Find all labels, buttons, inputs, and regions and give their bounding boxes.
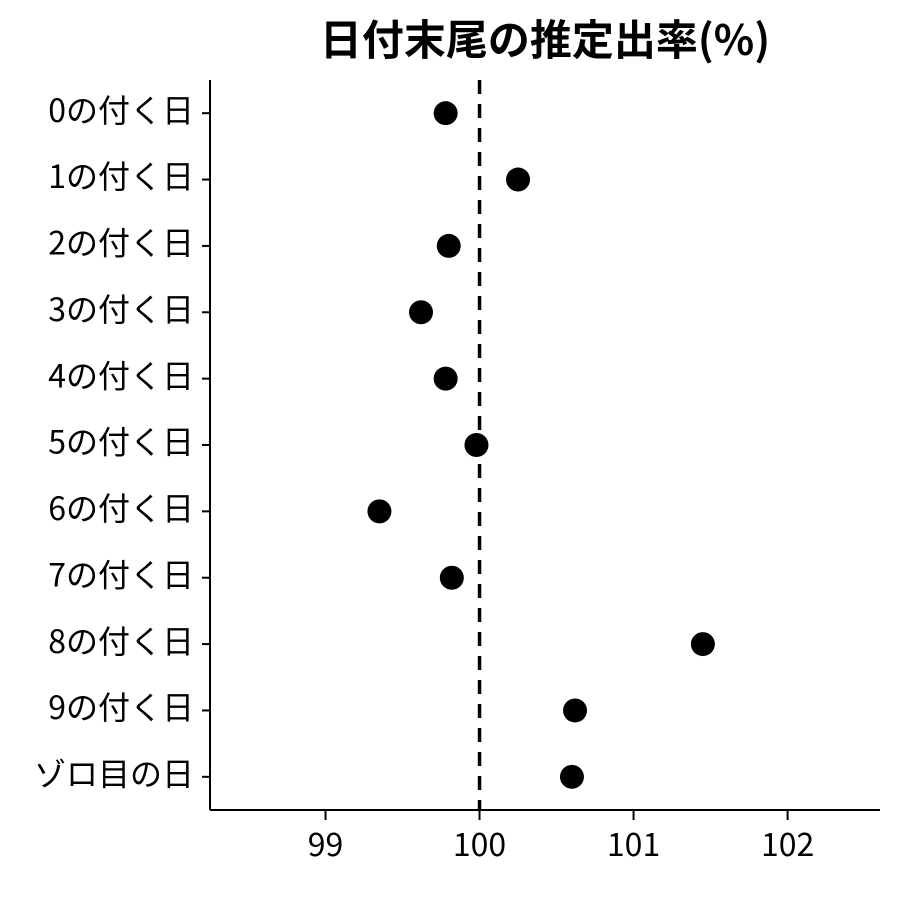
y-tick-label: 5の付く日 [48,418,194,464]
x-tick-label: 99 [308,820,344,866]
y-tick-label: 8の付く日 [48,617,194,663]
chart-title: 日付末尾の推定出率(%) [320,7,770,68]
data-point [434,101,458,125]
y-tick-label: 9の付く日 [48,683,194,729]
data-point [563,698,587,722]
data-point [506,168,530,192]
y-tick-label: 6の付く日 [48,484,194,530]
x-tick-label: 102 [761,820,814,866]
y-tick-label: 1の付く日 [48,152,194,198]
y-tick-label: 4の付く日 [48,351,194,397]
data-point [367,499,391,523]
data-point [464,433,488,457]
data-point [409,300,433,324]
dot-chart: 日付末尾の推定出率(%) 99 100 101 102 0の付く日 1の付く日 2の付く日 3の… [0,0,900,900]
y-tick-label: ゾロ目の日 [34,750,194,796]
y-tick-label: 7の付く日 [48,550,194,596]
y-tick-label: 2の付く日 [48,219,194,265]
x-tick-label: 101 [607,820,660,866]
data-point [560,765,584,789]
data-point [437,234,461,258]
data-point [691,632,715,656]
chart-svg: 日付末尾の推定出率(%) 99 100 101 102 0の付く日 1の付く日 2の付く日 3の… [0,0,900,900]
y-tick-label: 0の付く日 [48,86,194,132]
data-point [440,566,464,590]
y-tick-label: 3の付く日 [48,285,194,331]
x-tick-label: 100 [453,820,506,866]
data-point [434,367,458,391]
